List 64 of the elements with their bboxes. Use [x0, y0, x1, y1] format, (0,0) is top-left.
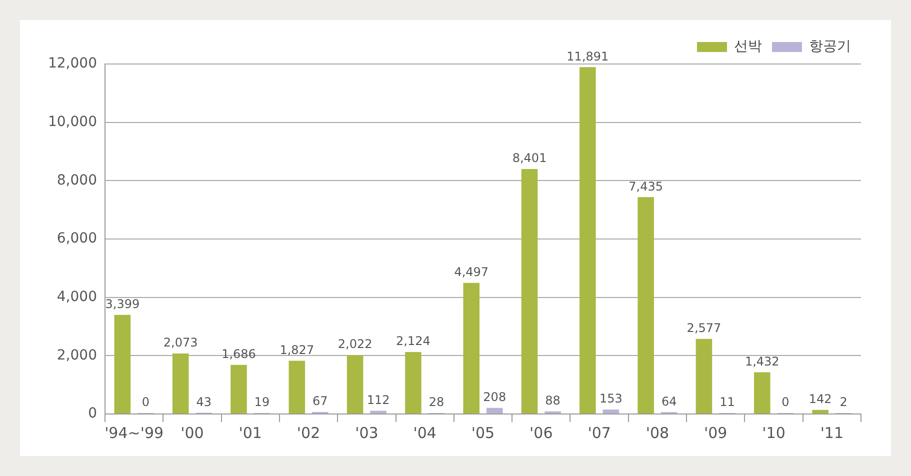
- x-tick-label: '11: [820, 424, 844, 442]
- x-tick-label: '04: [413, 424, 436, 442]
- data-label: 0: [782, 395, 790, 410]
- data-label: 43: [196, 394, 212, 409]
- data-label: 3,399: [105, 296, 140, 311]
- bar: [288, 360, 306, 414]
- data-label: 28: [428, 395, 444, 410]
- y-tick-label: 12,000: [48, 56, 97, 72]
- bar: [754, 372, 770, 414]
- bar: [696, 338, 712, 414]
- x-tick-label: '01: [238, 424, 262, 442]
- data-label: 2,124: [396, 334, 430, 348]
- bar: [370, 410, 386, 414]
- bar: [812, 410, 828, 414]
- bar: [463, 282, 480, 414]
- y-tick-label: 6,000: [56, 230, 97, 247]
- y-tick-label: 10,000: [48, 114, 97, 130]
- data-label: 2: [840, 395, 848, 410]
- data-label: 2,022: [338, 337, 372, 352]
- data-label: 0: [142, 395, 150, 410]
- data-label: 19: [254, 395, 270, 410]
- x-tick-label: '03: [355, 424, 378, 442]
- y-tick-label: 0: [88, 406, 97, 422]
- x-tick-label: '02: [296, 424, 320, 442]
- y-tick-label: 4,000: [56, 288, 97, 305]
- data-label: 4,497: [454, 264, 489, 279]
- data-label: 153: [599, 392, 622, 406]
- x-tick-label: '09: [704, 424, 728, 442]
- data-label: 2,073: [163, 336, 198, 350]
- data-label: 7,435: [628, 179, 664, 194]
- data-label: 8,401: [512, 151, 547, 166]
- data-label: 2,577: [686, 320, 722, 335]
- legend-label: 선박: [734, 38, 762, 55]
- bar: [114, 314, 131, 414]
- bar: [602, 410, 620, 414]
- data-label: 11,891: [566, 49, 609, 64]
- y-tick-label: 8,000: [56, 172, 97, 188]
- data-label: 67: [312, 394, 328, 408]
- data-label: 208: [483, 390, 506, 404]
- data-label: 1,432: [744, 354, 780, 368]
- bar: [521, 168, 538, 414]
- data-label: 112: [366, 392, 390, 407]
- x-tick-label: '10: [762, 424, 786, 442]
- legend-label: 항공기: [809, 38, 851, 55]
- x-tick-label: '08: [646, 424, 670, 442]
- bar: [580, 67, 596, 414]
- x-tick-label: '07: [588, 424, 611, 442]
- x-tick-label: '94~'99: [104, 424, 164, 442]
- data-label: 64: [661, 394, 677, 408]
- data-label: 1,827: [280, 342, 314, 357]
- bar: [486, 408, 503, 414]
- data-label: 142: [808, 392, 832, 406]
- y-tick-label: 2,000: [56, 347, 97, 364]
- x-tick-label: '05: [471, 424, 495, 442]
- bar: [346, 355, 364, 414]
- bar: [405, 352, 422, 414]
- bar: [638, 197, 654, 414]
- x-tick-label: '06: [530, 424, 553, 442]
- data-label: 11: [720, 395, 735, 410]
- x-tick-label: '00: [180, 424, 204, 442]
- bar: [230, 364, 247, 414]
- data-label: 1,686: [222, 346, 256, 361]
- bar: [172, 354, 189, 414]
- data-label: 88: [545, 394, 560, 408]
